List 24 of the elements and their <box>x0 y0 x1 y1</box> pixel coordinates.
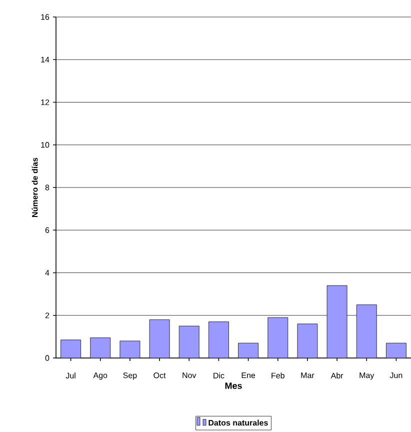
x-tick-label: May <box>360 372 374 380</box>
x-tick-label: Jul <box>66 372 76 378</box>
y-tick-label: 2 <box>45 312 50 318</box>
x-tick-label: Mar <box>301 372 314 378</box>
legend-label: Datos naturales <box>208 420 268 426</box>
x-tick-label: Abr <box>330 372 344 378</box>
y-tick-label: 6 <box>45 227 50 233</box>
x-tick-label: Nov <box>182 372 196 378</box>
y-tick-label: 8 <box>45 184 50 190</box>
x-tick-label: Oct <box>154 372 166 378</box>
x-tick-label: Feb <box>272 372 284 378</box>
x-tick-label: Dic <box>214 372 224 378</box>
y-tick-label: 16 <box>41 14 50 20</box>
x-tick-label: Jun <box>390 372 402 378</box>
x-tick-label: Sep <box>123 372 137 380</box>
y-tick-label: 0 <box>45 355 50 361</box>
y-axis-title: Número de días <box>32 158 38 217</box>
y-tick-label: 10 <box>41 142 50 148</box>
x-tick-label: Ene <box>242 372 256 378</box>
y-tick-label: 14 <box>41 56 50 62</box>
y-tick-label: 12 <box>41 99 50 106</box>
y-tick-label: 4 <box>45 270 50 276</box>
x-tick-label: Ago <box>93 372 108 380</box>
x-axis-title: Mes <box>225 382 242 389</box>
